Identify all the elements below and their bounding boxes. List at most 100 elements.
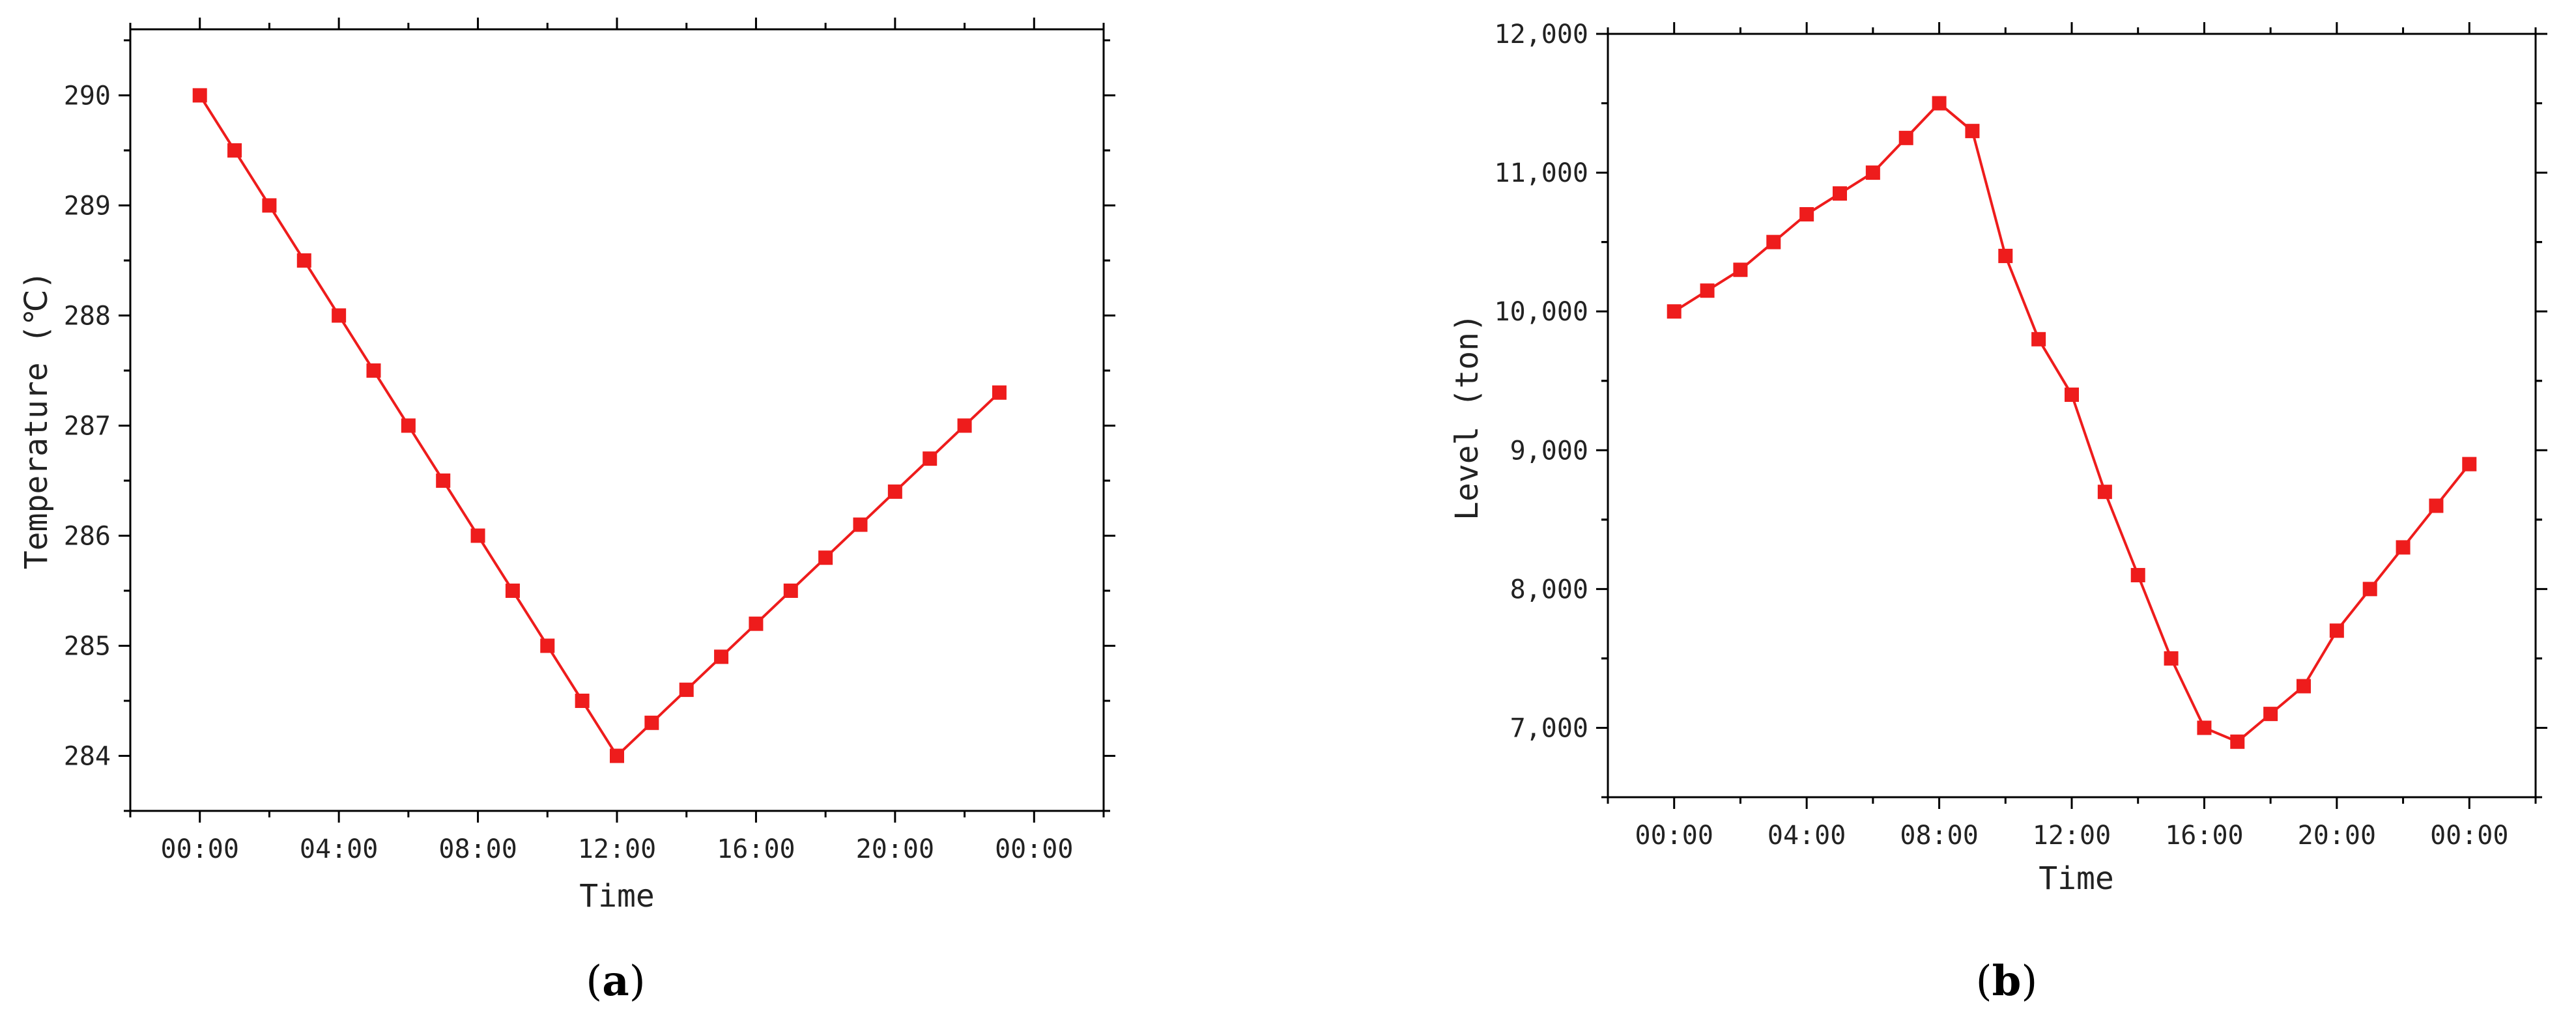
x-tick-label: 20:00: [856, 834, 934, 864]
data-point: [401, 418, 416, 433]
data-point: [2164, 651, 2179, 666]
data-point: [262, 198, 277, 213]
data-point: [1965, 124, 1980, 139]
data-point: [227, 143, 242, 158]
y-tick-label: 290: [64, 81, 111, 111]
x-tick-label: 16:00: [2165, 821, 2243, 851]
data-point: [2031, 332, 2046, 346]
panel-label-b-letter: b: [1992, 957, 2022, 1006]
data-point: [1667, 304, 1682, 319]
data-point: [749, 616, 764, 631]
data-point: [1700, 283, 1715, 298]
data-point: [957, 418, 972, 433]
series-line: [199, 94, 1001, 758]
panel-label-a-open: (: [586, 957, 602, 1006]
data-point: [610, 748, 624, 763]
y-tick-label: 10,000: [1495, 297, 1589, 327]
y-tick-label: 285: [64, 631, 111, 661]
y-tick-labels-a: 284 285 286 287 288 289 290: [64, 81, 111, 771]
data-point: [1865, 165, 1880, 180]
y-tick-label: 12,000: [1495, 20, 1589, 49]
y-tick-label: 284: [64, 741, 111, 771]
x-tick-label: 00:00: [995, 834, 1073, 864]
data-point: [2462, 457, 2477, 472]
y-tick-label: 7,000: [1510, 713, 1588, 743]
y-tick-label: 286: [64, 521, 111, 551]
y-tick-label: 288: [64, 301, 111, 331]
data-point: [1833, 186, 1847, 201]
series-a: [192, 88, 1007, 763]
y-tick-label: 287: [64, 411, 111, 441]
x-tick-label: 12:00: [2033, 821, 2111, 851]
y-tick-label: 8,000: [1510, 574, 1588, 604]
data-point: [332, 308, 347, 323]
data-point: [2097, 485, 2112, 500]
data-point: [505, 583, 520, 598]
data-point: [2197, 720, 2212, 735]
panel-label-b-close: ): [2021, 957, 2037, 1006]
x-tick-label: 20:00: [2298, 821, 2376, 851]
data-point: [2429, 498, 2444, 513]
data-point: [540, 638, 555, 653]
data-point: [2230, 734, 2245, 749]
panel-label-a-letter: a: [602, 957, 629, 1006]
series-line: [1673, 101, 2470, 744]
plot-frame-b: [1607, 33, 2537, 799]
x-tick-label: 00:00: [1635, 821, 1713, 851]
x-tick-label: 00:00: [161, 834, 239, 864]
data-point: [2396, 540, 2411, 555]
data-point: [644, 715, 659, 730]
x-tick-label: 12:00: [578, 834, 656, 864]
chart-a: 284 285 286 287 288 289 290 00:00 04:00 08:00 12:…: [18, 18, 1115, 1006]
data-point: [1733, 262, 1748, 277]
data-point: [992, 385, 1007, 400]
y-axis-title-a: Temperature (℃): [18, 271, 55, 569]
data-point: [296, 253, 311, 268]
x-tick-labels-b: 00:00 04:00 08:00 12:00 16:00 20:00 00:00: [1635, 821, 2509, 851]
data-point: [1766, 234, 1781, 249]
ticks-a: [119, 18, 1115, 823]
data-point: [1799, 207, 1814, 222]
series-b: [1667, 96, 2477, 749]
panel-label-b: (b): [1976, 957, 2038, 1006]
x-tick-label: 08:00: [1900, 821, 1978, 851]
data-point: [2263, 707, 2278, 722]
data-point: [192, 88, 207, 103]
data-point: [575, 693, 590, 708]
data-point: [2297, 679, 2311, 694]
y-tick-label: 9,000: [1510, 436, 1588, 466]
panel-label-a-close: ): [629, 957, 646, 1006]
ticks-b: [1596, 22, 2547, 809]
data-point: [2329, 623, 2344, 638]
data-point: [1998, 248, 2013, 263]
x-tick-label: 16:00: [717, 834, 795, 864]
data-point: [436, 473, 451, 488]
data-point: [887, 484, 902, 499]
panel-label-a: (a): [586, 957, 645, 1006]
data-point: [2065, 388, 2079, 403]
data-point: [1932, 96, 1947, 111]
data-point: [679, 683, 694, 698]
data-point: [853, 517, 868, 532]
data-point: [366, 363, 381, 378]
data-point: [818, 550, 833, 565]
y-axis-title-b: Level (ton): [1449, 313, 1485, 520]
panel-label-b-open: (: [1976, 957, 1992, 1006]
data-point: [2130, 568, 2145, 583]
x-axis-title-b: Time: [2039, 860, 2114, 897]
data-point: [714, 649, 729, 664]
x-tick-labels-a: 00:00 04:00 08:00 12:00 16:00 20:00 00:00: [161, 834, 1074, 864]
x-axis-title-a: Time: [579, 878, 655, 914]
y-tick-labels-b: 7,000 8,000 9,000 10,000 11,000 12,000: [1495, 20, 1589, 743]
data-point: [923, 451, 937, 466]
x-tick-label: 08:00: [438, 834, 517, 864]
x-tick-label: 00:00: [2430, 821, 2508, 851]
data-point: [2362, 582, 2377, 597]
y-tick-label: 289: [64, 191, 111, 221]
data-point: [783, 583, 798, 598]
x-tick-label: 04:00: [1767, 821, 1846, 851]
y-tick-label: 11,000: [1495, 158, 1589, 188]
x-tick-label: 04:00: [300, 834, 378, 864]
